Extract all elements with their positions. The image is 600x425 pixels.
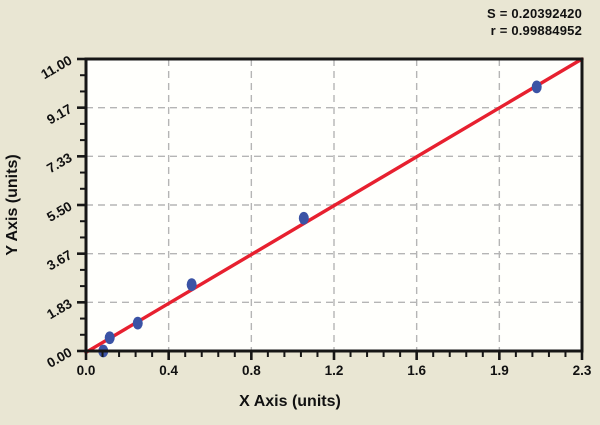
fit-line xyxy=(84,57,584,355)
y-tick-label: 3.67 xyxy=(44,247,74,273)
stat-correlation: r = 0.99884952 xyxy=(490,23,582,38)
y-tick-label: 9.17 xyxy=(44,101,74,127)
x-tick-label: 0.8 xyxy=(242,363,261,378)
data-point xyxy=(298,211,309,225)
x-tick-label: 2.3 xyxy=(573,363,592,378)
x-tick-label: 0.4 xyxy=(159,363,178,378)
data-point xyxy=(186,278,197,292)
y-axis-title: Y Axis (units) xyxy=(4,154,21,256)
y-tick-label: 11.00 xyxy=(38,53,74,83)
x-tick-label: 1.9 xyxy=(490,363,509,378)
x-axis-title: X Axis (units) xyxy=(239,393,341,410)
data-point xyxy=(531,80,542,94)
plot-border xyxy=(84,57,584,353)
data-point xyxy=(132,316,143,330)
x-tick-label: 1.6 xyxy=(407,363,426,378)
y-tick-label: 0.00 xyxy=(44,345,74,371)
y-tick-label: 1.83 xyxy=(44,296,75,322)
y-tick-label: 7.33 xyxy=(44,150,75,176)
y-tick-label: 5.50 xyxy=(44,199,74,225)
stat-slope: S = 0.20392420 xyxy=(487,6,582,21)
x-tick-label: 1.2 xyxy=(325,363,344,378)
regression-stats: S = 0.20392420 r = 0.99884952 xyxy=(487,5,582,39)
x-tick-label: 0.0 xyxy=(77,363,96,378)
data-point xyxy=(104,331,115,345)
